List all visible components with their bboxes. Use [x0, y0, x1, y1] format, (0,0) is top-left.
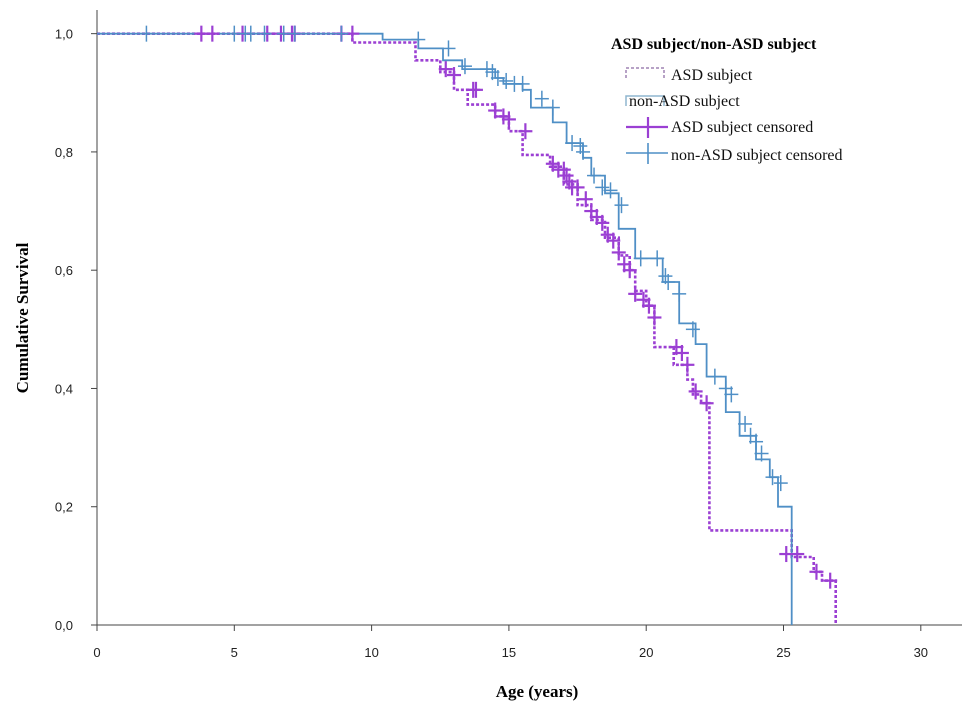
censor-marker-non-asd — [499, 72, 514, 89]
censor-marker-non-asd — [576, 143, 591, 160]
censor-marker-non-asd — [685, 321, 700, 338]
censor-marker-non-asd — [334, 25, 349, 42]
censor-marker-asd — [578, 191, 593, 208]
censor-marker-asd — [488, 102, 503, 119]
censor-marker-non-asd — [595, 179, 610, 196]
censor-marker-non-asd — [411, 31, 426, 48]
censor-marker-asd — [622, 262, 637, 279]
censor-marker-asd — [606, 232, 621, 249]
censor-marker-non-asd — [457, 58, 472, 75]
censor-marker-asd — [438, 61, 453, 78]
censor-marker-asd — [699, 395, 714, 412]
censor-marker-asd — [518, 123, 533, 140]
y-tick-label: 0,0 — [55, 618, 73, 633]
censor-marker-non-asd — [754, 445, 769, 462]
legend-label-non-asd: non-ASD subject — [629, 93, 740, 110]
y-axis-ticks: 0,0 0,2 0,4 0,6 0,8 1,0 — [55, 27, 97, 633]
legend-item-non-asd-censored: non-ASD subject censored — [626, 143, 843, 164]
censor-marker-asd — [809, 563, 824, 580]
censor-marker-asd — [468, 81, 483, 98]
censor-markers — [139, 25, 838, 589]
censor-marker-non-asd — [603, 182, 618, 199]
y-tick-label: 0,4 — [55, 381, 73, 396]
x-tick-label: 0 — [93, 645, 100, 660]
x-axis-title: Age (years) — [496, 682, 579, 701]
censor-marker-non-asd — [534, 90, 549, 107]
legend-label-asd-censored: ASD subject censored — [671, 119, 813, 136]
censor-marker-non-asd — [287, 25, 302, 42]
censor-marker-asd — [647, 309, 662, 326]
censor-marker-non-asd — [773, 475, 788, 492]
censor-marker-non-asd — [545, 99, 560, 116]
censor-marker-non-asd — [243, 25, 258, 42]
censor-marker-asd — [570, 179, 585, 196]
censor-marker-non-asd — [672, 285, 687, 302]
y-tick-label: 1,0 — [55, 27, 73, 42]
censor-marker-non-asd — [765, 469, 780, 486]
censor-marker-non-asd — [724, 386, 739, 403]
censor-marker-asd — [595, 214, 610, 231]
censor-marker-asd — [205, 25, 220, 42]
legend-swatch-asd-line — [625, 67, 665, 78]
x-tick-label: 10 — [364, 645, 378, 660]
censor-marker-asd — [628, 285, 643, 302]
censor-marker-non-asd — [441, 40, 456, 57]
censor-marker-non-asd — [490, 70, 505, 87]
series-line-non-asd — [97, 32, 793, 625]
x-tick-label: 5 — [231, 645, 238, 660]
censor-marker-asd — [823, 572, 838, 589]
censor-marker-non-asd — [707, 368, 722, 385]
censor-marker-non-asd — [139, 25, 154, 42]
censor-marker-non-asd — [587, 167, 602, 184]
y-tick-label: 0,8 — [55, 145, 73, 160]
censor-marker-asd — [790, 546, 805, 563]
censor-marker-non-asd — [479, 61, 494, 78]
censor-marker-non-asd — [565, 135, 580, 152]
censor-marker-non-asd — [661, 274, 676, 291]
y-axis-title: Cumulative Survival — [13, 242, 32, 393]
censor-marker-non-asd — [515, 75, 530, 92]
legend-title: ASD subject/non-ASD subject — [611, 36, 817, 53]
censor-marker-non-asd — [749, 433, 764, 450]
x-axis-ticks: 0 5 10 15 20 25 30 — [93, 625, 928, 660]
x-tick-label: 15 — [502, 645, 516, 660]
legend-label-non-asd-censored: non-ASD subject censored — [671, 147, 843, 164]
plot-frame — [96, 10, 962, 626]
censor-marker-non-asd — [633, 250, 648, 267]
censor-marker-non-asd — [738, 415, 753, 432]
censor-marker-asd — [641, 297, 656, 314]
y-tick-label: 0,6 — [55, 263, 73, 278]
censor-marker-asd — [501, 111, 516, 128]
censor-marker-non-asd — [257, 25, 272, 42]
censor-marker-asd — [688, 383, 703, 400]
legend-item-asd-censored: ASD subject censored — [626, 117, 813, 138]
censor-marker-asd — [674, 344, 689, 361]
x-tick-label: 25 — [776, 645, 790, 660]
x-tick-label: 20 — [639, 645, 653, 660]
legend-swatch-non-asd-line — [625, 95, 665, 106]
censor-marker-asd — [446, 67, 461, 84]
censor-marker-non-asd — [614, 197, 629, 214]
y-tick-label: 0,2 — [55, 500, 73, 515]
censor-marker-asd — [611, 244, 626, 261]
censor-marker-non-asd — [650, 250, 665, 267]
legend-item-non-asd: non-ASD subject — [625, 93, 740, 110]
legend: ASD subject/non-ASD subject ASD subject … — [611, 36, 843, 164]
censor-marker-asd — [680, 356, 695, 373]
legend-label-asd: ASD subject — [671, 67, 753, 84]
x-tick-label: 30 — [914, 645, 928, 660]
legend-item-asd: ASD subject — [625, 67, 753, 84]
